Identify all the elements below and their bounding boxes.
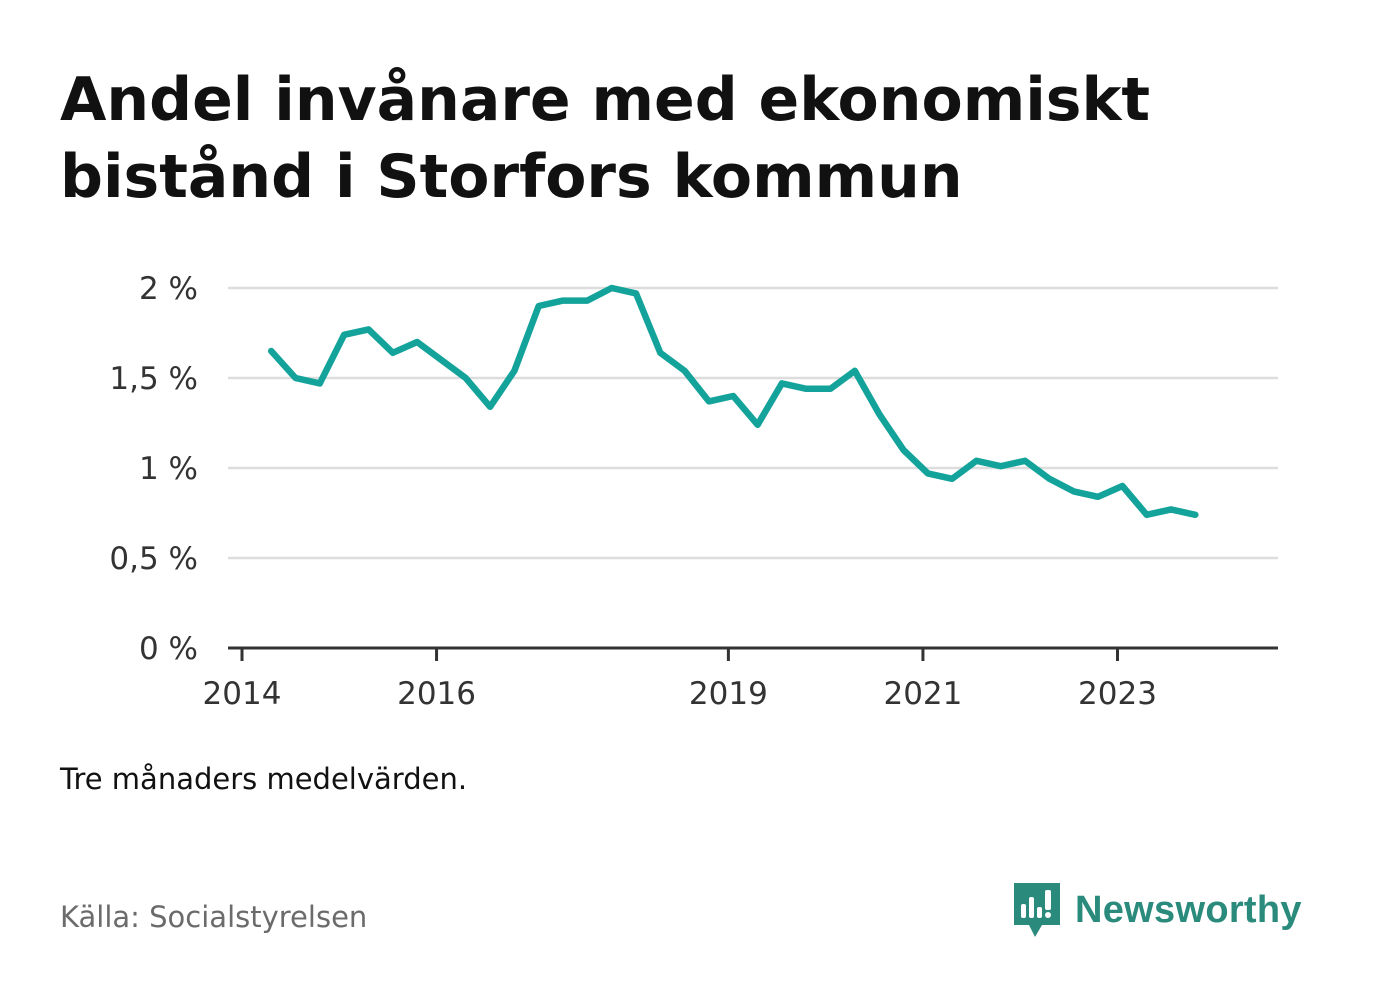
x-tick-label: 2021 [883, 676, 962, 712]
brand-name: Newsworthy [1075, 888, 1302, 931]
newsworthy-logo-icon [1014, 883, 1060, 937]
x-tick-label: 2019 [689, 676, 768, 712]
y-tick-label: 1,5 % [109, 361, 198, 397]
brand-logo: Newsworthy [1011, 880, 1302, 940]
line-chart: 0 % 0,5 % 1 % 1,5 % 2 % 2014 2016 2019 2021 2023 [109, 271, 1278, 712]
y-tick-label: 0,5 % [109, 541, 198, 577]
chart-note: Tre månaders medelvärden. [60, 762, 468, 796]
source-label: Källa: Socialstyrelsen [60, 900, 368, 934]
y-tick-label: 2 % [139, 271, 198, 307]
series-line [267, 284, 1199, 519]
x-tick-label: 2014 [203, 676, 282, 712]
chart-title: Andel invånare med ekonomiskt bistånd i … [60, 65, 1151, 212]
y-tick-label: 1 % [139, 451, 198, 487]
x-tick-label: 2023 [1078, 676, 1157, 712]
x-tick-label: 2016 [397, 676, 476, 712]
y-tick-label: 0 % [139, 631, 198, 667]
